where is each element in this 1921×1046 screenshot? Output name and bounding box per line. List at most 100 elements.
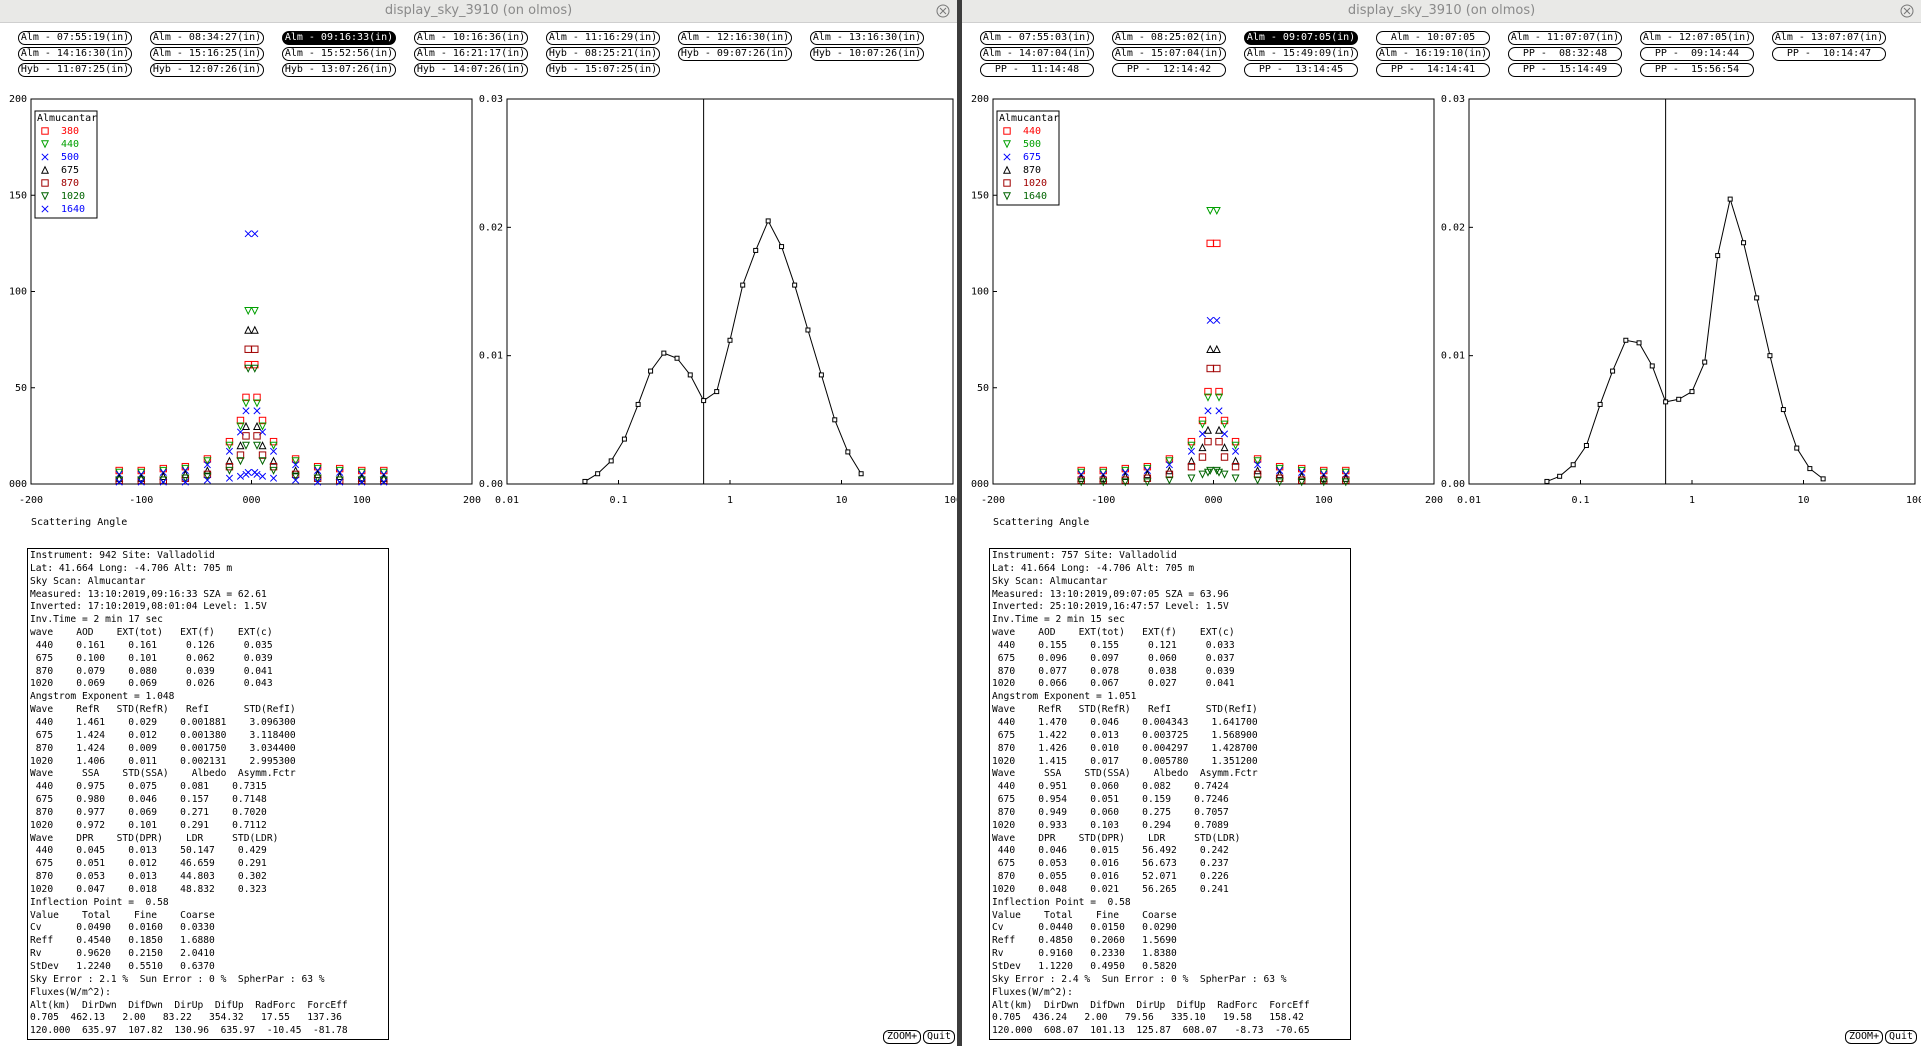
scan-button[interactable]: Alm - 11:16:29(in) <box>546 31 660 45</box>
data-point <box>380 478 388 486</box>
info-line: 120.000 608.07 101.13 125.87 608.07 -8.7… <box>992 1025 1310 1037</box>
data-point <box>1253 476 1262 485</box>
scan-button[interactable]: Alm - 15:07:04(in) <box>1112 47 1226 61</box>
control-button[interactable]: ZOOM+ <box>883 1030 922 1044</box>
data-point <box>203 470 212 479</box>
data-point <box>648 368 654 374</box>
scan-button[interactable]: Hyb - 09:07:26(in) <box>678 47 792 61</box>
data-point <box>225 466 234 475</box>
app-window: display_sky_3910 (on olmos) Alm - 07:55:1… <box>0 0 957 1046</box>
scan-button[interactable]: Alm - 08:34:27(in) <box>150 31 264 45</box>
scan-button[interactable]: PP - 10:14:47 <box>1772 47 1886 61</box>
scan-button[interactable]: Alm - 16:21:17(in) <box>414 47 528 61</box>
data-point <box>1342 476 1350 484</box>
y-tick-label: 150 <box>9 190 27 201</box>
info-line: 440 1.461 0.029 0.001881 3.096300 <box>30 716 296 728</box>
scan-button[interactable]: PP - 11:14:48 <box>980 63 1094 77</box>
info-line: 675 1.422 0.013 0.003725 1.568900 <box>992 729 1258 741</box>
data-point <box>1077 476 1085 484</box>
scan-button[interactable]: Hyb - 10:07:26(in) <box>810 47 924 61</box>
data-point <box>244 307 253 316</box>
scan-button[interactable]: Alm - 10:07:05 <box>1376 31 1490 45</box>
scan-button[interactable]: Alm - 08:25:02(in) <box>1112 31 1226 45</box>
data-point <box>1253 466 1262 475</box>
data-point <box>115 478 123 486</box>
x-tick-label: -100 <box>129 495 153 506</box>
scan-button[interactable]: Alm - 14:16:30(in) <box>18 47 132 61</box>
data-point <box>1121 478 1130 487</box>
data-point <box>1165 457 1174 466</box>
info-line: Inv.Time = 2 min 17 sec <box>30 614 163 626</box>
data-point <box>242 407 250 415</box>
scan-button[interactable]: PP - 13:14:45 <box>1244 63 1358 77</box>
scan-button[interactable]: Alm - 13:16:30(in) <box>810 31 924 45</box>
scan-button[interactable]: Hyb - 15:07:25(in) <box>546 63 660 77</box>
info-line: Inflection Point = 0.58 <box>30 896 169 908</box>
close-button[interactable] <box>1900 4 1914 18</box>
scan-button[interactable]: PP - 15:56:54 <box>1640 63 1754 77</box>
data-point <box>832 417 838 423</box>
scan-button[interactable]: PP - 08:32:48 <box>1508 47 1622 61</box>
control-button[interactable]: Quit <box>1885 1030 1918 1044</box>
scan-button[interactable]: PP - 09:14:44 <box>1640 47 1754 61</box>
scan-button[interactable]: Alm - 14:07:04(in) <box>980 47 1094 61</box>
scan-button[interactable]: Alm - 09:07:05(in) <box>1244 31 1358 45</box>
data-point <box>225 447 234 455</box>
scan-button[interactable]: Hyb - 08:25:21(in) <box>546 47 660 61</box>
info-line: 870 0.977 0.069 0.271 0.7020 <box>30 806 267 818</box>
scan-button[interactable]: Alm - 11:07:07(in) <box>1508 31 1622 45</box>
scan-button[interactable]: Hyb - 14:07:26(in) <box>414 63 528 77</box>
scan-button[interactable]: Alm - 15:49:09(in) <box>1244 47 1358 61</box>
data-point <box>244 325 253 334</box>
info-line: 1020 0.048 0.021 56.265 0.241 <box>992 883 1229 895</box>
scan-button[interactable]: Alm - 12:07:05(in) <box>1640 31 1754 45</box>
scan-button[interactable]: Alm - 10:16:36(in) <box>414 31 528 45</box>
scan-button[interactable]: Alm - 13:07:07(in) <box>1772 31 1886 45</box>
scan-button[interactable]: PP - 14:14:41 <box>1376 63 1490 77</box>
data-point <box>1213 364 1221 373</box>
close-button[interactable] <box>936 4 950 18</box>
scan-button[interactable]: Alm - 07:55:03(in) <box>980 31 1094 45</box>
info-line: 440 0.975 0.075 0.081 0.7315 <box>30 781 267 793</box>
scan-button[interactable]: PP - 12:14:42 <box>1112 63 1226 77</box>
data-point <box>1275 478 1284 487</box>
scan-button[interactable]: Alm - 15:52:56(in) <box>282 47 396 61</box>
data-point <box>582 478 588 484</box>
x-tick-label: 000 <box>1204 495 1222 506</box>
data-point <box>241 441 250 450</box>
legend-marker <box>1003 179 1011 187</box>
info-line: 0.705 436.24 2.00 79.56 335.10 19.58 158… <box>992 1012 1304 1024</box>
scan-button[interactable]: Hyb - 13:07:26(in) <box>282 63 396 77</box>
data-point <box>1143 478 1152 487</box>
scan-button[interactable]: Alm - 07:55:19(in) <box>18 31 132 45</box>
data-point <box>203 455 212 463</box>
scan-button[interactable]: Alm - 16:19:10(in) <box>1376 47 1490 61</box>
info-line: 1020 0.933 0.103 0.294 0.7089 <box>992 819 1229 831</box>
plots: 000 50 100 150 200 -200 -100 000 100 200 Scatterin… <box>971 94 1921 528</box>
scan-button[interactable]: Alm - 12:16:30(in) <box>678 31 792 45</box>
control-button[interactable]: Quit <box>923 1030 956 1044</box>
app-window: display_sky_3910 (on olmos) Alm - 07:55:0… <box>962 0 1921 1046</box>
data-point <box>203 466 212 475</box>
scan-button[interactable]: Alm - 09:16:33(in) <box>282 31 396 45</box>
scan-button[interactable]: Hyb - 11:07:25(in) <box>18 63 132 77</box>
legend-marker <box>40 140 50 149</box>
scan-button[interactable]: PP - 15:14:49 <box>1508 63 1622 77</box>
data-point <box>714 389 720 395</box>
info-line: 675 1.424 0.012 0.001380 3.118400 <box>30 729 296 741</box>
legend-title: Almucantar <box>999 113 1059 124</box>
data-point <box>1165 461 1173 469</box>
control-button[interactable]: ZOOM+ <box>1845 1030 1884 1044</box>
scan-button[interactable]: Alm - 15:16:25(in) <box>150 47 264 61</box>
data-line <box>584 219 862 482</box>
info-line: Lat: 41.664 Long: -4.706 Alt: 705 m <box>30 562 233 574</box>
data-point <box>1213 316 1221 324</box>
scan-button[interactable]: Hyb - 12:07:26(in) <box>150 63 264 77</box>
legend-label: 380 <box>61 126 79 137</box>
data-point <box>1198 453 1207 461</box>
data-point <box>291 455 300 463</box>
info-line: Fluxes(W/m^2): <box>30 986 111 998</box>
legend-box <box>34 110 98 219</box>
data-point <box>1220 430 1229 438</box>
data-point <box>159 478 167 486</box>
